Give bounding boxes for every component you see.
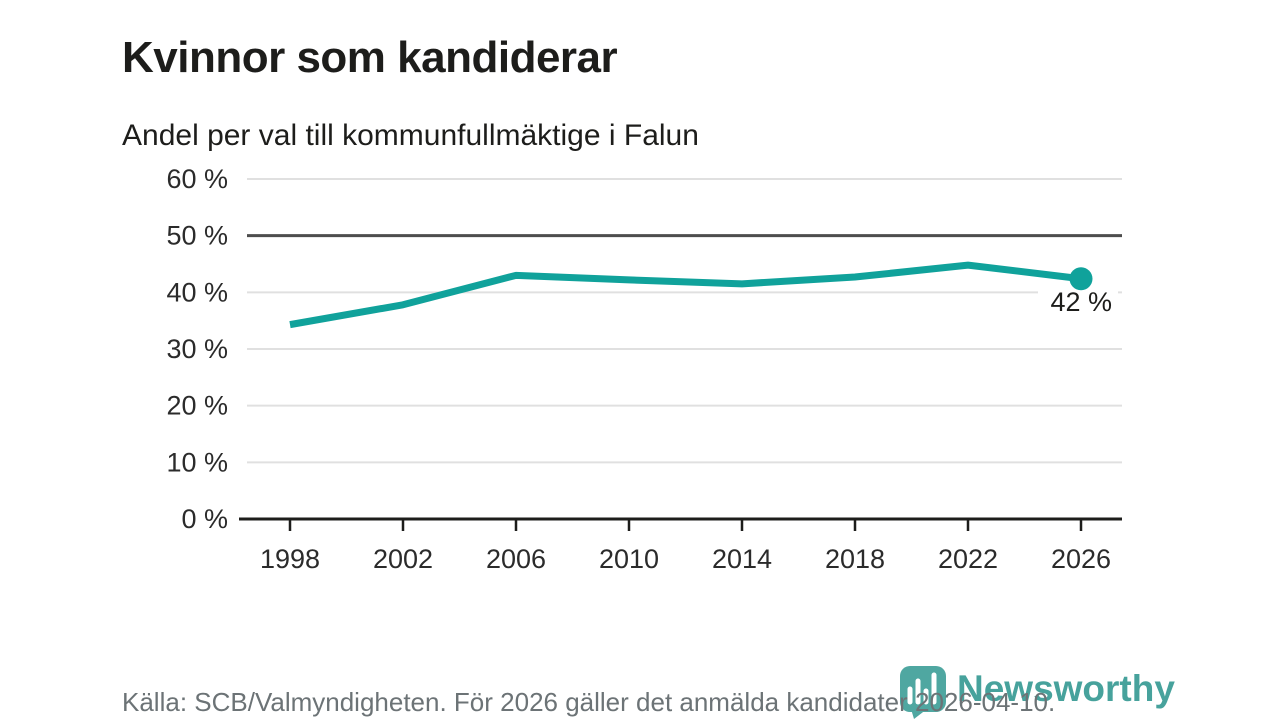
- series-line: [289, 261, 1082, 329]
- x-tick-label: 2010: [599, 544, 659, 574]
- newsworthy-logo-icon: [900, 666, 946, 719]
- y-tick-label: 50 %: [166, 221, 228, 251]
- x-tick-label: 2002: [373, 544, 433, 574]
- x-tick-label: 2006: [486, 544, 546, 574]
- x-tick-label: 2026: [1051, 544, 1111, 574]
- end-value-label: 42 %: [1050, 287, 1112, 317]
- chart-subtitle: Andel per val till kommunfullmäktige i F…: [122, 118, 699, 152]
- y-tick-label: 60 %: [166, 164, 228, 194]
- chart-title: Kvinnor som kandiderar: [122, 33, 618, 83]
- y-tick-label: 10 %: [166, 447, 228, 477]
- end-point-dot: [1069, 267, 1093, 291]
- y-tick-label: 0 %: [181, 504, 228, 534]
- y-tick-label: 30 %: [166, 334, 228, 364]
- end-label-backing: [1038, 285, 1118, 317]
- x-tick-label: 2014: [712, 544, 772, 574]
- x-tick-label: 1998: [260, 544, 320, 574]
- x-tick-label: 2018: [825, 544, 885, 574]
- y-tick-label: 40 %: [166, 277, 228, 307]
- source-note: Källa: SCB/Valmyndigheten. För 2026 gäll…: [122, 687, 1056, 717]
- x-tick-label: 2022: [938, 544, 998, 574]
- y-tick-label: 20 %: [166, 391, 228, 421]
- newsworthy-wordmark: Newsworthy: [957, 668, 1175, 709]
